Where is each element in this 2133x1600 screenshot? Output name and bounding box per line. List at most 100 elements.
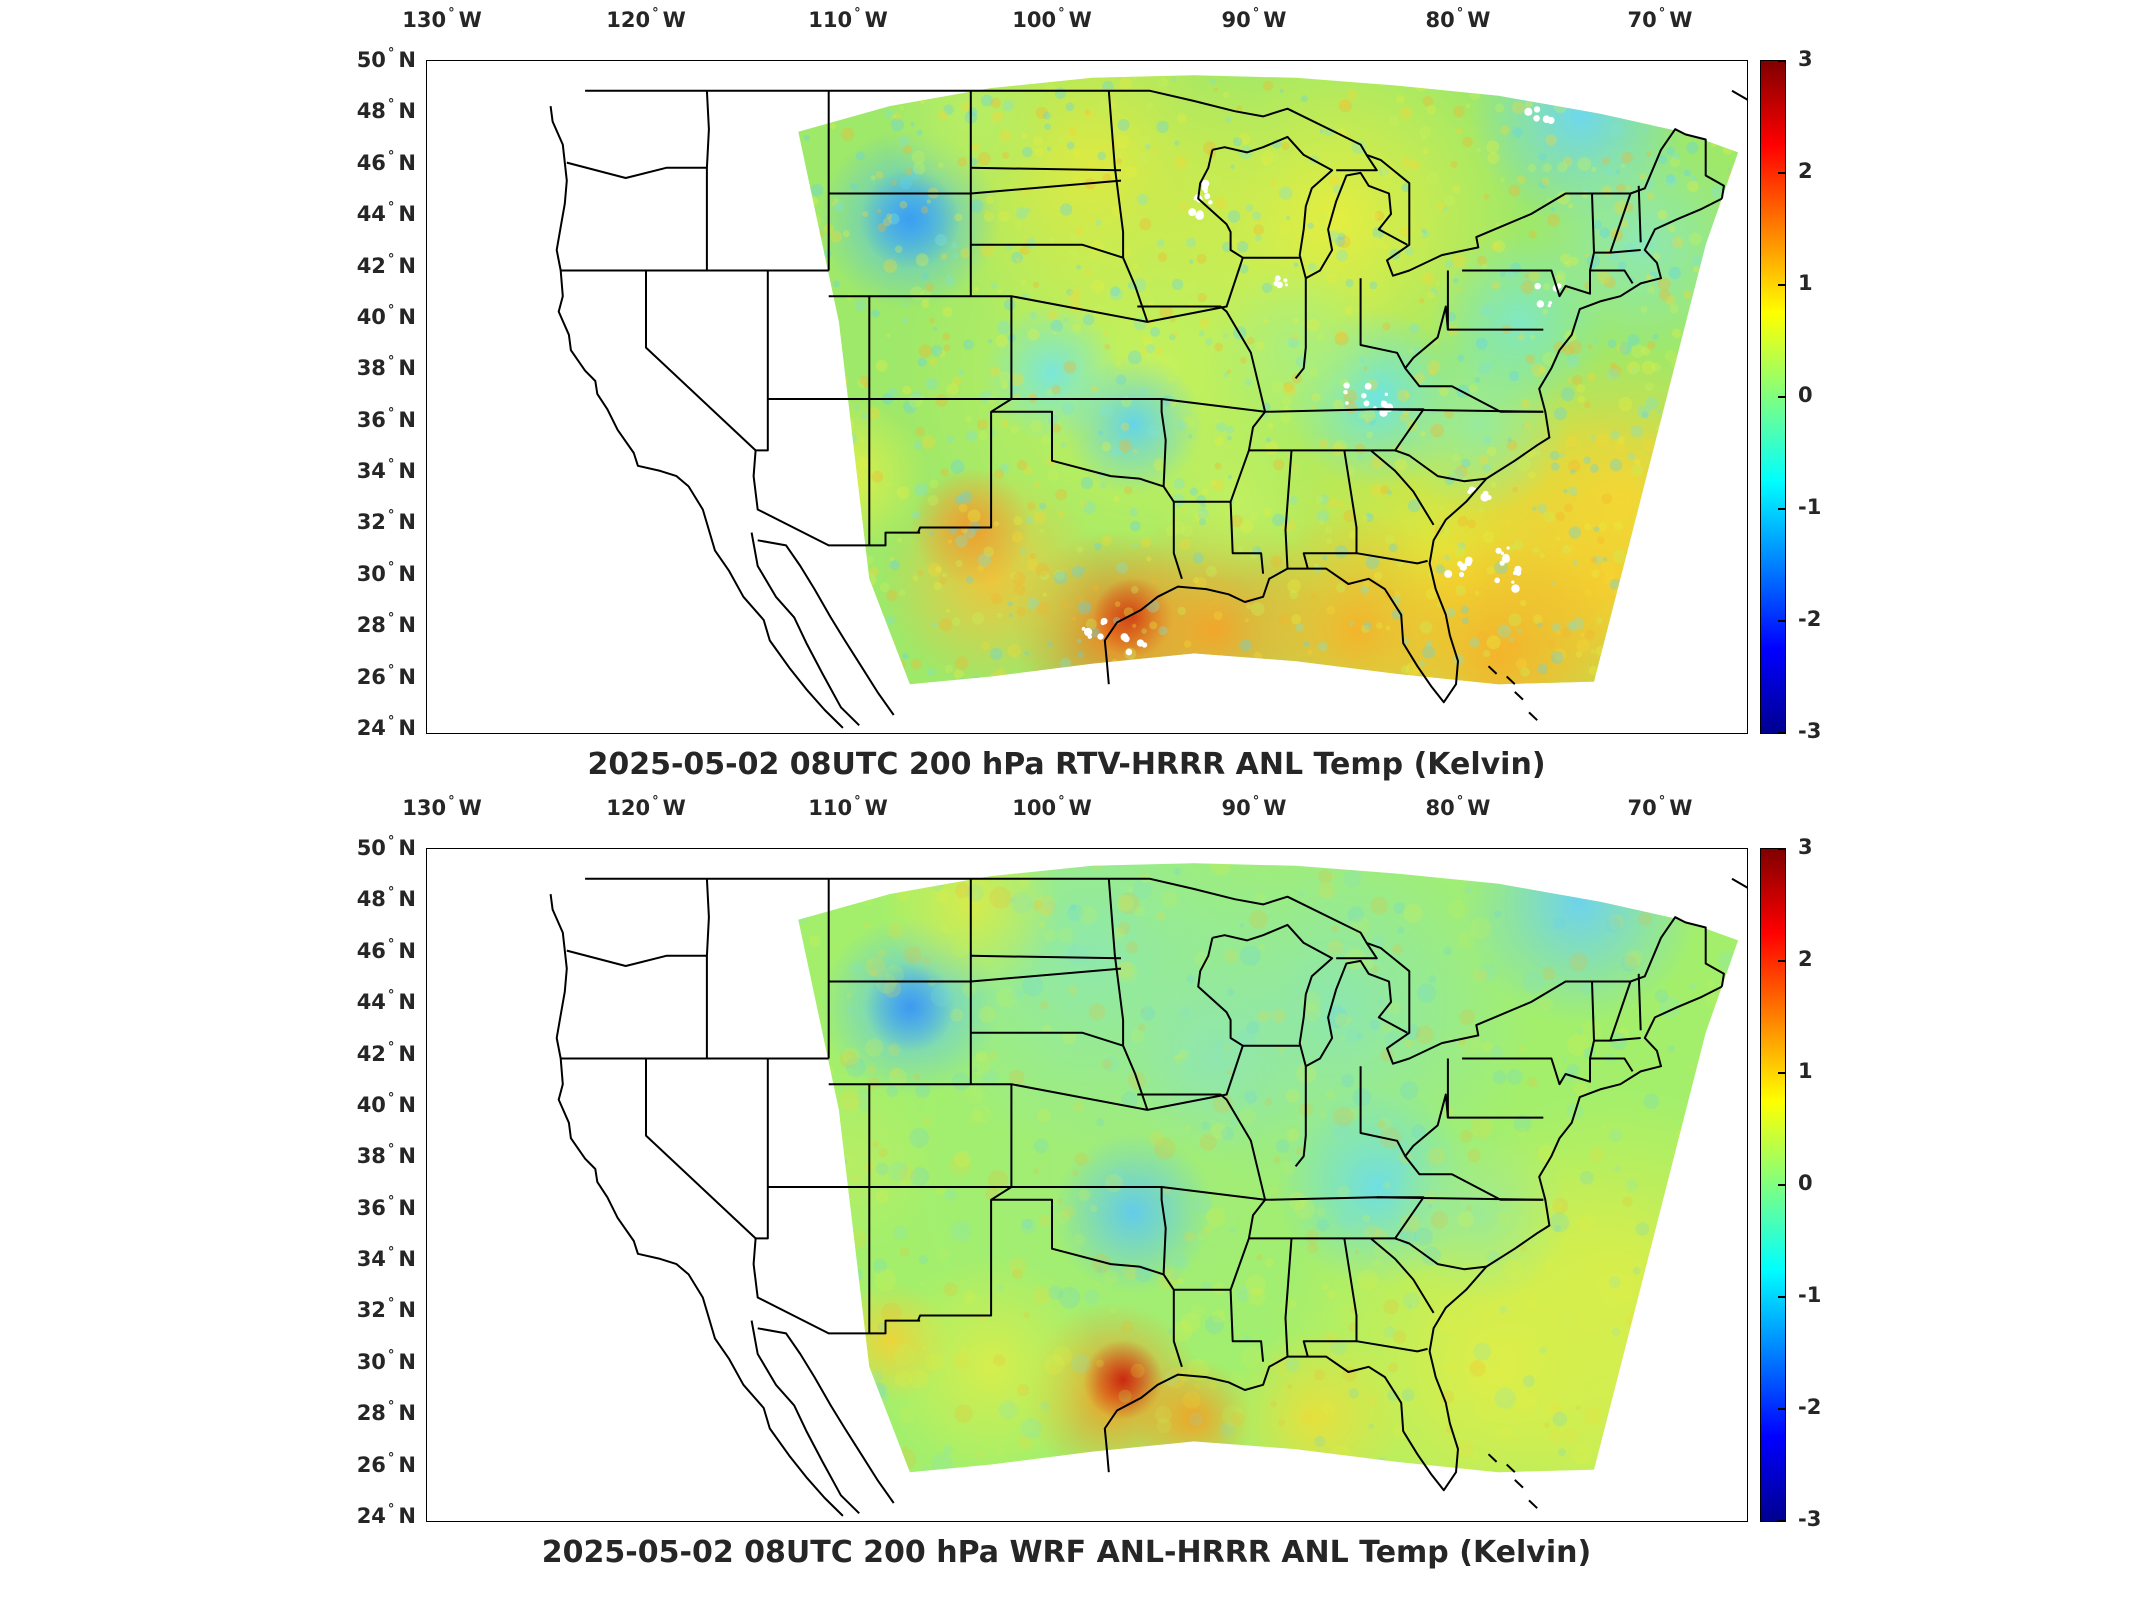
longitude-value: 70	[1627, 796, 1657, 820]
hemisphere-w: W	[1669, 8, 1693, 32]
state-boundary	[1591, 193, 1595, 253]
state-boundary	[1160, 1187, 1167, 1275]
latitude-label: 36 ° N	[346, 1194, 416, 1220]
degree-symbol: °	[387, 1142, 395, 1158]
hemisphere-n: N	[398, 356, 416, 381]
latitude-label: 26 ° N	[346, 663, 416, 689]
hemisphere-n: N	[398, 99, 416, 124]
degree-symbol: °	[387, 148, 395, 164]
latitude-value: 26	[356, 1452, 386, 1477]
colorbar-tick-label: 3	[1798, 835, 1813, 859]
latitude-value: 32	[356, 510, 386, 535]
hemisphere-n: N	[398, 716, 416, 740]
state-boundary	[1137, 305, 1267, 574]
colorbar-tick-mark	[1778, 1296, 1786, 1298]
hemisphere-n: N	[398, 1247, 416, 1272]
degree-symbol: °	[1456, 6, 1464, 21]
hemisphere-n: N	[398, 253, 416, 278]
hemisphere-n: N	[398, 1092, 416, 1117]
latitude-label: 32 ° N	[346, 508, 416, 535]
latitude-label: 38 ° N	[346, 1142, 416, 1168]
state-boundary	[991, 1198, 1183, 1368]
colorbar-tick-mark	[1778, 1184, 1786, 1186]
state-boundary	[645, 270, 757, 452]
state-boundary	[1137, 1093, 1267, 1362]
state-boundary	[1356, 1340, 1428, 1353]
colorbar-tick-label: -3	[1798, 719, 1822, 743]
top-title: 2025-05-02 08UTC 200 hPa RTV-HRRR ANL Te…	[587, 747, 1546, 782]
lake-shore	[1336, 154, 1378, 172]
hemisphere-n: N	[398, 1041, 416, 1066]
state-boundary	[645, 1058, 757, 1240]
coastline	[757, 1327, 895, 1504]
longitude-label: 130 ° W	[402, 794, 482, 820]
latitude-label: 24 ° N	[346, 1502, 416, 1528]
degree-symbol: °	[1456, 794, 1464, 809]
latitude-value: 42	[356, 253, 386, 278]
hemisphere-w: W	[1263, 796, 1287, 820]
hemisphere-w: W	[1068, 8, 1092, 32]
latitude-value: 26	[356, 664, 386, 689]
latitude-label: 30 ° N	[346, 560, 416, 586]
island	[1506, 1463, 1516, 1473]
longitude-label: 100 ° W	[1012, 794, 1092, 820]
longitude-label: 110 ° W	[808, 794, 888, 820]
state-boundary	[1446, 1058, 1544, 1119]
latitude-value: 42	[356, 1041, 386, 1066]
degree-symbol: °	[387, 1450, 395, 1466]
latitude-label: 40 ° N	[346, 1090, 416, 1117]
degree-symbol: °	[387, 1090, 395, 1106]
state-boundary	[1107, 878, 1149, 1111]
longitude-label: 90 ° W	[1222, 794, 1287, 820]
hemisphere-w: W	[1263, 8, 1287, 32]
state-boundary	[1591, 981, 1595, 1041]
degree-symbol: °	[448, 794, 455, 809]
hemisphere-w: W	[1467, 796, 1491, 820]
colorbar-tick-label: -3	[1798, 1507, 1822, 1531]
hemisphere-n: N	[398, 48, 416, 72]
coastline	[1103, 985, 1723, 1492]
latitude-label: 42 ° N	[346, 1039, 416, 1066]
longitude-value: 120	[606, 8, 651, 32]
hemisphere-n: N	[398, 1452, 416, 1477]
longitude-value: 70	[1627, 8, 1657, 32]
coastline	[585, 89, 1725, 277]
degree-symbol: °	[387, 1347, 395, 1363]
longitude-label: 120 ° W	[606, 6, 686, 32]
longitude-label: 80 ° W	[1426, 6, 1491, 32]
longitude-value: 80	[1425, 796, 1455, 820]
state-boundary	[1370, 1237, 1435, 1314]
state-boundary	[1394, 449, 1487, 483]
coastline	[1731, 877, 1747, 889]
latitude-value: 48	[356, 99, 386, 124]
latitude-label: 34 ° N	[346, 457, 416, 483]
degree-symbol: °	[387, 1296, 395, 1312]
latitude-label: 42 ° N	[346, 252, 416, 278]
degree-symbol: °	[387, 97, 395, 113]
latitude-value: 44	[356, 990, 386, 1015]
hemisphere-w: W	[662, 8, 686, 32]
hemisphere-n: N	[398, 664, 416, 689]
state-boundary	[991, 410, 1183, 580]
degree-symbol: °	[387, 1502, 395, 1517]
degree-symbol: °	[387, 405, 395, 421]
lake-shore	[1305, 171, 1408, 280]
hemisphere-n: N	[398, 836, 416, 860]
lake-shore	[1336, 942, 1378, 960]
longitude-value: 110	[808, 796, 853, 820]
boundary-lines	[549, 877, 1747, 1517]
degree-symbol: °	[387, 1039, 395, 1055]
degree-symbol: °	[387, 46, 395, 61]
hemisphere-n: N	[398, 1298, 416, 1323]
degree-symbol: °	[387, 354, 395, 370]
state-boundary	[1394, 1237, 1487, 1271]
latitude-label: 48 ° N	[346, 97, 416, 124]
latitude-label: 28 ° N	[346, 611, 416, 637]
top-panel: 130 ° W 120 ° W 110 ° W 100 ° W 90 ° W 80 ° W 70 ° W 50 ° N 48 °…	[346, 6, 1822, 782]
degree-symbol: °	[387, 611, 395, 627]
latitude-value: 32	[356, 1298, 386, 1323]
island	[1487, 665, 1498, 675]
degree-symbol: °	[448, 6, 455, 21]
degree-symbol: °	[387, 508, 395, 524]
colorbar-tick-mark	[1778, 60, 1786, 62]
